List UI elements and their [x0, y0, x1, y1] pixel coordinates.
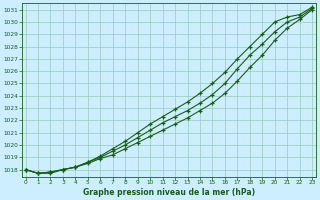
X-axis label: Graphe pression niveau de la mer (hPa): Graphe pression niveau de la mer (hPa)	[83, 188, 255, 197]
